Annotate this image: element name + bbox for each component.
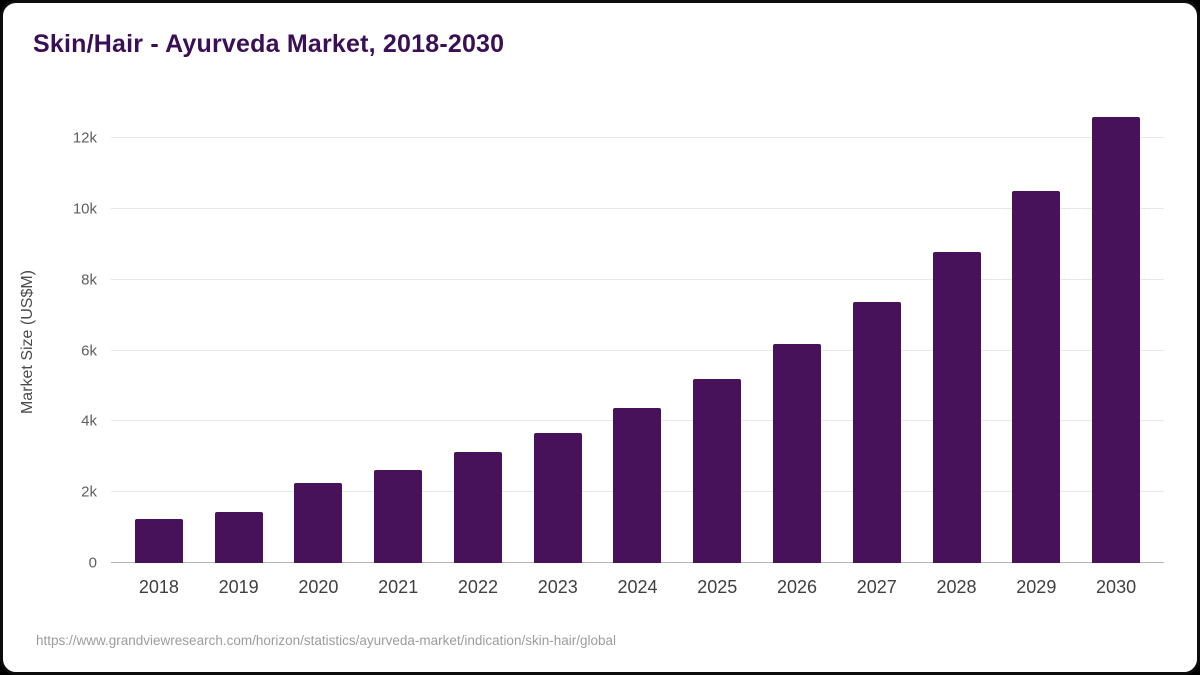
bar-slot xyxy=(996,103,1076,563)
x-tick-label-2027: 2027 xyxy=(856,577,897,597)
bar-2030 xyxy=(1092,117,1141,563)
bar-2028 xyxy=(932,252,981,563)
x-tick-label-2028: 2028 xyxy=(936,577,977,597)
x-tick-label-2026: 2026 xyxy=(776,577,818,597)
bar-2025 xyxy=(693,379,742,563)
bar-2020 xyxy=(294,482,343,563)
bar-slot xyxy=(757,103,837,563)
bar-2021 xyxy=(374,469,423,563)
bar-2029 xyxy=(1012,190,1061,563)
x-tick-label-2023: 2023 xyxy=(537,577,578,597)
bar-2024 xyxy=(613,408,662,563)
y-axis-title: Market Size (US$M) xyxy=(19,269,36,415)
x-tick-label-2019: 2019 xyxy=(218,577,259,597)
chart-header: Skin/Hair - Ayurveda Market, 2018-2030 xyxy=(3,3,1197,59)
y-tick-label: 10k xyxy=(72,200,97,218)
bar-2018 xyxy=(134,518,183,563)
bar-slot xyxy=(438,103,518,563)
source-url: https://www.grandviewresearch.com/horizo… xyxy=(36,633,616,648)
gridline xyxy=(111,349,1164,351)
x-tick-label-2021: 2021 xyxy=(378,577,419,597)
x-tick-label-2030: 2030 xyxy=(1096,577,1137,597)
bar-2023 xyxy=(533,432,582,563)
bar-slot xyxy=(917,103,997,563)
chart-title: Skin/Hair - Ayurveda Market, 2018-2030 xyxy=(33,30,505,58)
x-tick-label-2018: 2018 xyxy=(138,577,179,597)
y-tick-label: 0 xyxy=(88,554,97,572)
bar-slot xyxy=(199,103,279,563)
y-tick-label: 12k xyxy=(72,129,97,147)
bar-slot xyxy=(518,103,598,563)
gridline xyxy=(111,208,1164,210)
bar-slot xyxy=(119,103,199,563)
x-tick-label-2022: 2022 xyxy=(457,577,498,597)
y-tick-label: 6k xyxy=(81,342,97,360)
bar-slot xyxy=(1076,103,1156,563)
bar-slot xyxy=(598,103,678,563)
bar-2019 xyxy=(214,511,263,563)
bar-2022 xyxy=(453,452,502,563)
bar-2027 xyxy=(852,301,901,563)
x-axis-labels: 2018 2019 2020 2021 2022 2023 2024 2025 2026 2027… xyxy=(111,577,1164,598)
gridline xyxy=(111,137,1164,139)
plot-region: 0 2k 4k 6k 8k 10k 12k xyxy=(73,103,1164,572)
x-tick-label-2024: 2024 xyxy=(617,577,658,597)
gridline xyxy=(111,278,1164,280)
x-tick-label-2020: 2020 xyxy=(298,577,339,597)
y-tick-label: 8k xyxy=(81,271,97,289)
y-tick-label: 4k xyxy=(81,412,97,430)
bar-slot xyxy=(837,103,917,563)
y-tick-label: 2k xyxy=(81,483,97,501)
x-tick-label-2025: 2025 xyxy=(697,577,738,597)
bar-2026 xyxy=(773,344,821,563)
bar-slot xyxy=(279,103,359,563)
chart-area: Market Size (US$M) 0 2k 4k 6k 8k 10k 12k 2018 2… xyxy=(3,103,1197,598)
bar-slot xyxy=(358,103,438,563)
x-tick-label-2029: 2029 xyxy=(1016,577,1057,597)
bar-slot xyxy=(677,103,757,563)
bars xyxy=(111,103,1164,563)
